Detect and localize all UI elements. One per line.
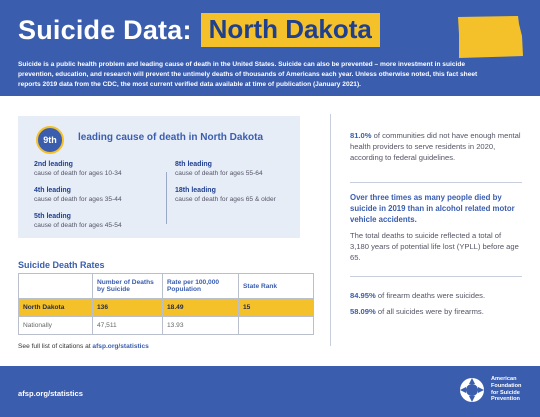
divider — [350, 276, 522, 277]
fact-firearm-suicides: 58.09% of all suicides were by firearms. — [350, 306, 522, 317]
footer: afsp.org/statistics American Foundation … — [0, 366, 540, 417]
rank-item-sub: cause of death for ages 65 & older — [175, 196, 276, 203]
table-cell: 15 — [238, 298, 314, 317]
rank-item: 8th leading cause of death for ages 55-6… — [175, 161, 263, 177]
table-cell: 47,511 — [92, 316, 163, 335]
table-cell: 18.49 — [162, 298, 239, 317]
org-line: Foundation — [491, 382, 522, 389]
column-divider — [330, 114, 331, 346]
table-cell — [238, 316, 314, 335]
footer-url[interactable]: afsp.org/statistics — [18, 389, 83, 398]
fact-text: of firearm deaths were suicides. — [375, 291, 486, 300]
table-header-cell — [18, 273, 93, 299]
citation: See full list of citations at afsp.org/s… — [18, 343, 149, 350]
header: Suicide Data: North Dakota Suicide is a … — [0, 0, 540, 96]
table-row: Nationally 47,511 13.93 — [18, 316, 314, 335]
fact-firearm-deaths: 84.95% of firearm deaths were suicides. — [350, 290, 522, 301]
fact-text: of all suicides were by firearms. — [375, 307, 484, 316]
citation-link[interactable]: afsp.org/statistics — [92, 343, 149, 350]
table-header-cell: Rate per 100,000 Population — [162, 273, 239, 299]
fact-percent: 58.09% — [350, 307, 376, 316]
rank-item: 18th leading cause of death for ages 65 … — [175, 187, 276, 203]
fact-mental-health: 81.0% of communities did not have enough… — [350, 130, 522, 163]
divider — [350, 182, 522, 183]
table-header-cell: State Rank — [238, 273, 314, 299]
rank-item-sub: cause of death for ages 55-64 — [175, 170, 263, 177]
rank-title: leading cause of death in North Dakota — [78, 132, 264, 143]
rank-item-label: 4th leading — [34, 187, 71, 194]
rates-title: Suicide Death Rates — [18, 260, 105, 270]
fact-percent: 84.95% — [350, 291, 376, 300]
rank-item-label: 2nd leading — [34, 161, 73, 168]
rank-item: 5th leading cause of death for ages 45-5… — [34, 213, 122, 229]
rank-item-sub: cause of death for ages 35-44 — [34, 196, 122, 203]
table-cell: 136 — [92, 298, 163, 317]
fact-vehicle: Over three times as many people died by … — [350, 193, 515, 224]
intro-text: Suicide is a public health problem and l… — [18, 61, 478, 88]
title-state-name: North Dakota — [200, 13, 380, 47]
table-cell: Nationally — [18, 316, 93, 335]
rank-badge: 9th — [36, 126, 64, 154]
table-header-cell: Number of Deaths by Suicide — [92, 273, 163, 299]
page-title: Suicide Data: North Dakota — [18, 13, 380, 47]
rank-item: 4th leading cause of death for ages 35-4… — [34, 187, 122, 203]
title-prefix: Suicide Data: — [18, 14, 192, 45]
fact-text: of communities did not have enough menta… — [350, 131, 521, 162]
rank-item-sub: cause of death for ages 10-34 — [34, 170, 122, 177]
rank-item-label: 18th leading — [175, 187, 216, 194]
org-line: Prevention — [491, 396, 520, 403]
org-line: American — [491, 376, 517, 382]
rank-item: 2nd leading cause of death for ages 10-3… — [34, 161, 122, 177]
content-panel: 9th leading cause of death in North Dako… — [0, 96, 540, 366]
lifebuoy-icon — [460, 378, 484, 402]
table-header-row: Number of Deaths by Suicide Rate per 100… — [18, 273, 314, 299]
fact-ypll: The total deaths to suicide reflected a … — [350, 231, 519, 262]
table-cell: North Dakota — [18, 298, 93, 317]
org-line: for Suicide — [491, 389, 520, 396]
rank-divider — [166, 172, 167, 224]
rank-item-label: 8th leading — [175, 161, 212, 168]
rank-item-label: 5th leading — [34, 213, 71, 220]
north-dakota-map-icon — [458, 16, 523, 58]
rates-table: Number of Deaths by Suicide Rate per 100… — [18, 273, 314, 335]
table-cell: 13.93 — [162, 316, 239, 335]
fact-percent: 81.0% — [350, 131, 372, 140]
citation-prefix: See full list of citations at — [18, 343, 91, 350]
rank-item-sub: cause of death for ages 45-54 — [34, 222, 122, 229]
rank-box: 9th leading cause of death in North Dako… — [18, 116, 300, 238]
org-logo-text: American Foundation for Suicide Preventi… — [491, 376, 521, 403]
table-row: North Dakota 136 18.49 15 — [18, 298, 314, 317]
